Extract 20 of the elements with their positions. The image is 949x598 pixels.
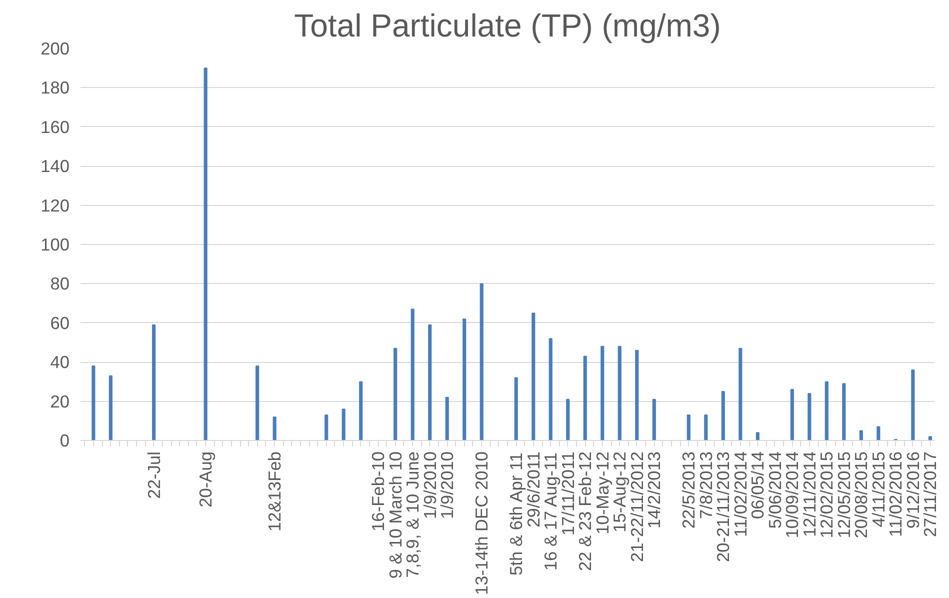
y-tick-label: 100 bbox=[40, 234, 70, 254]
y-tick-label: 80 bbox=[50, 274, 70, 294]
chart-title: Total Particulate (TP) (mg/m3) bbox=[294, 8, 721, 44]
y-tick-label: 60 bbox=[50, 312, 70, 333]
x-tick-label: 27/11/2017 bbox=[920, 451, 940, 537]
y-tick-label: 40 bbox=[50, 352, 70, 372]
y-tick-label: 0 bbox=[60, 430, 70, 450]
x-tick-label: 22-Jul bbox=[144, 451, 164, 499]
x-tick-label: 20-Aug bbox=[196, 451, 216, 508]
y-tick-label: 180 bbox=[40, 78, 70, 98]
y-tick-label: 200 bbox=[40, 38, 70, 58]
x-tick-label: 12&13Feb bbox=[264, 451, 285, 532]
y-tick-label: 140 bbox=[40, 156, 70, 176]
y-tick-label: 160 bbox=[40, 116, 70, 137]
x-tick-label: 1/9/2010 bbox=[437, 452, 458, 519]
y-tick-label: 20 bbox=[50, 391, 70, 412]
x-tick-label: 13-14th DEC 2010 bbox=[472, 451, 492, 596]
x-tick-label: 16 & 17 Aug-11 bbox=[540, 452, 561, 571]
y-tick-label: 120 bbox=[40, 195, 70, 216]
x-tick-label: 14/2/2013 bbox=[644, 451, 664, 529]
